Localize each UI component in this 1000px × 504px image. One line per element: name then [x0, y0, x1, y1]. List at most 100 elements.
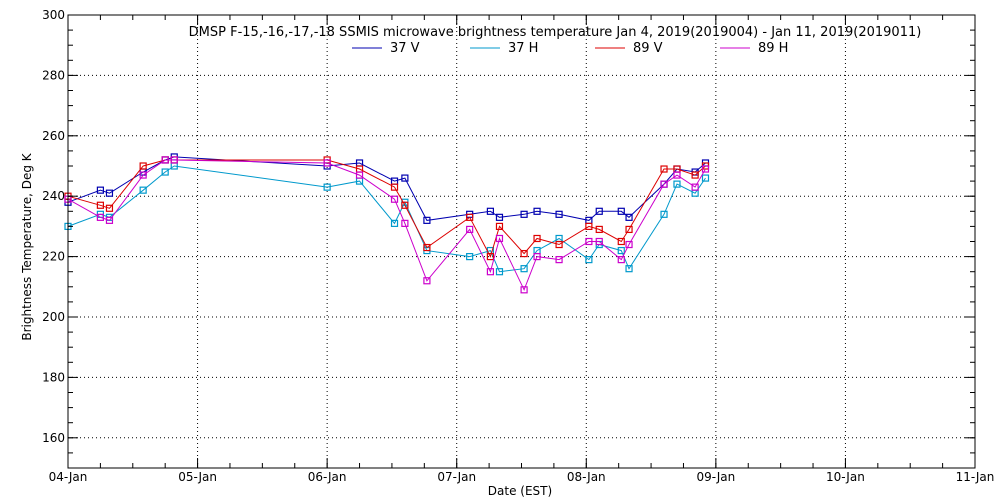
y-tick-label: 260 [42, 129, 65, 143]
data-point [401, 201, 409, 209]
x-tick-label: 11-Jan [956, 470, 995, 484]
data-point [520, 286, 528, 294]
data-point [660, 210, 668, 218]
legend-label: 37 V [390, 41, 420, 56]
x-tick-label: 05-Jan [178, 470, 217, 484]
data-point [495, 234, 504, 243]
data-point [401, 174, 409, 182]
data-point [466, 213, 474, 221]
data-point [96, 201, 104, 209]
data-point [660, 165, 668, 173]
series-37-h [64, 162, 710, 276]
data-point [625, 213, 633, 221]
data-point [585, 237, 593, 246]
data-point [466, 253, 474, 261]
data-point [595, 237, 603, 246]
data-point [555, 210, 563, 218]
series-line [67, 156, 706, 221]
y-tick-label: 300 [42, 8, 65, 22]
data-point [701, 174, 710, 182]
series-line [67, 159, 706, 292]
data-point [105, 204, 114, 212]
x-tick-label: 06-Jan [308, 470, 347, 484]
data-point [673, 171, 681, 179]
data-point [96, 213, 104, 221]
data-point [533, 207, 541, 215]
series-layer [64, 153, 710, 294]
data-point [520, 265, 528, 273]
data-point [323, 183, 331, 191]
y-axis-label: Brightness Temperature, Deg K [20, 152, 34, 340]
x-axis-label: Date (EST) [488, 484, 552, 498]
data-point [595, 225, 603, 234]
data-point [423, 277, 431, 285]
x-tick-label: 07-Jan [437, 470, 476, 484]
data-point [701, 165, 710, 173]
chart-title: DMSP F-15,-16,-17,-18 SSMIS microwave br… [189, 25, 922, 40]
x-tick-label: 10-Jan [826, 470, 865, 484]
series-37-v [64, 153, 710, 224]
data-point [533, 253, 541, 261]
data-point [617, 256, 625, 264]
series-line [67, 165, 706, 273]
data-point [390, 183, 399, 191]
axes: 160 180 200 220 240 260 280 300 04-Jan 05-Jan 06-J… [42, 8, 994, 484]
y-tick-label: 200 [42, 310, 65, 324]
data-point [161, 168, 169, 176]
data-point [495, 222, 504, 230]
y-tick-label: 180 [42, 370, 65, 384]
y-tick-label: 240 [42, 189, 65, 203]
plot-frame [67, 14, 976, 469]
series-89-v [64, 156, 710, 261]
legend: 37 V 37 H 89 V 89 H [352, 41, 788, 56]
data-point [617, 237, 625, 246]
data-point [495, 213, 504, 221]
data-point [355, 171, 364, 179]
legend-label: 89 H [758, 41, 788, 56]
data-point [390, 219, 399, 227]
legend-label: 89 V [633, 41, 663, 56]
data-point [533, 234, 541, 243]
data-point [617, 246, 625, 255]
data-point [520, 210, 528, 218]
data-point [585, 256, 593, 264]
data-point [96, 186, 104, 194]
data-point [105, 189, 114, 197]
data-point [595, 207, 603, 215]
data-point [495, 268, 504, 276]
data-point [323, 159, 331, 167]
data-point [585, 222, 593, 230]
grid [68, 15, 975, 468]
data-point [625, 225, 633, 234]
data-point [139, 162, 147, 170]
data-point [555, 240, 563, 249]
data-point [139, 171, 147, 179]
data-point [486, 253, 495, 261]
y-tick-label: 160 [42, 431, 65, 445]
x-tick-label: 09-Jan [696, 470, 735, 484]
data-point [660, 180, 668, 188]
data-point [486, 268, 495, 276]
legend-label: 37 H [508, 41, 538, 56]
data-point [423, 216, 431, 224]
data-point [401, 219, 409, 227]
data-point [486, 207, 495, 215]
data-point [466, 225, 474, 234]
data-point [139, 186, 147, 194]
data-point [691, 183, 699, 191]
data-point [105, 216, 114, 224]
x-tick-label: 04-Jan [49, 470, 88, 484]
data-point [673, 180, 681, 188]
x-tick-label: 08-Jan [567, 470, 606, 484]
y-tick-label: 280 [42, 68, 65, 82]
data-point [555, 256, 563, 264]
data-point [625, 265, 633, 273]
data-point [423, 243, 431, 252]
y-tick-label: 220 [42, 250, 65, 264]
data-point [161, 156, 169, 164]
data-point [390, 195, 399, 203]
data-point [617, 207, 625, 215]
data-point [170, 156, 178, 164]
